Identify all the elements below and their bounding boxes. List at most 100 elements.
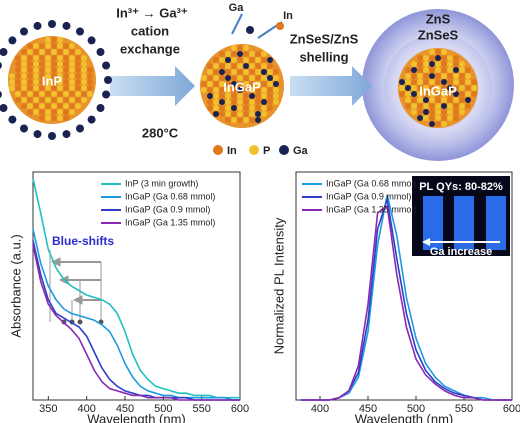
ligand <box>96 104 105 112</box>
atom <box>237 51 243 57</box>
plot-frame <box>295 171 513 401</box>
atom <box>207 75 213 81</box>
atom <box>267 105 273 111</box>
atom <box>57 91 63 97</box>
atom <box>57 97 63 103</box>
atom <box>75 49 81 55</box>
atom <box>57 73 63 79</box>
atom <box>231 93 237 99</box>
atom <box>255 93 261 99</box>
atom <box>45 97 51 103</box>
atom <box>423 79 429 85</box>
atom <box>225 111 231 117</box>
atom <box>411 85 417 91</box>
atom <box>225 117 231 123</box>
atom <box>471 79 477 85</box>
atom <box>27 67 33 73</box>
atom <box>39 79 45 85</box>
atom <box>243 93 249 99</box>
atom <box>453 103 459 109</box>
atom <box>39 103 45 109</box>
atom <box>213 93 219 99</box>
y-axis-label: Absorbance (a.u.) <box>8 234 23 337</box>
atom <box>243 69 249 75</box>
atom <box>219 81 225 87</box>
atom <box>429 79 435 85</box>
atom <box>441 61 447 67</box>
atom <box>417 85 423 91</box>
atom <box>405 103 411 109</box>
atom <box>435 109 441 115</box>
atom <box>39 97 45 103</box>
legend-label: InGaP (Ga 0.68 mmol) <box>125 191 215 201</box>
atom <box>231 87 237 93</box>
atom <box>411 73 417 79</box>
ligand <box>0 91 2 98</box>
label: Ga <box>229 2 245 14</box>
atom <box>51 43 57 49</box>
atom <box>405 85 411 91</box>
x-tick-label: 600 <box>231 403 249 415</box>
label: ZnS <box>426 11 451 26</box>
label: 280°C <box>142 125 179 140</box>
x-axis-label: Wavelength (nm) <box>87 411 186 423</box>
atom <box>57 37 63 43</box>
ligand <box>48 132 56 140</box>
atom <box>459 79 465 85</box>
atom <box>75 67 81 73</box>
atom <box>207 99 213 105</box>
atom <box>405 79 411 85</box>
atom <box>243 81 249 87</box>
x-tick-label: 350 <box>39 403 57 415</box>
legend-swatch <box>213 145 223 155</box>
atom <box>219 57 225 63</box>
atom <box>45 91 51 97</box>
atom <box>429 109 435 115</box>
ligand <box>87 115 96 124</box>
atom <box>21 85 27 91</box>
atom <box>453 115 459 121</box>
atom <box>453 55 459 61</box>
atom <box>75 61 81 67</box>
atom <box>33 73 39 79</box>
atom <box>417 67 423 73</box>
atom <box>429 91 435 97</box>
atom <box>219 99 225 105</box>
atom <box>441 121 447 127</box>
atom <box>45 79 51 85</box>
atom <box>435 103 441 109</box>
atom <box>453 61 459 67</box>
atom <box>249 63 255 69</box>
atom <box>249 117 255 123</box>
atom <box>33 97 39 103</box>
ligand <box>76 27 84 36</box>
atom <box>45 109 51 115</box>
inset-arrow-head <box>422 238 430 246</box>
atom <box>39 67 45 73</box>
atom <box>63 91 69 97</box>
legend-label: P <box>263 145 270 157</box>
atom <box>471 91 477 97</box>
atom <box>447 55 453 61</box>
legend-label: InP (3 min growth) <box>125 178 198 188</box>
ligand <box>20 27 28 36</box>
atom <box>39 73 45 79</box>
atom <box>219 87 225 93</box>
atom <box>417 103 423 109</box>
atom <box>435 49 441 55</box>
atom <box>63 73 69 79</box>
atom <box>87 67 93 73</box>
atom <box>231 99 237 105</box>
x-tick-label: 450 <box>359 403 377 415</box>
atom <box>417 115 423 121</box>
atom <box>435 79 441 85</box>
atom <box>459 73 465 79</box>
atom <box>69 79 75 85</box>
atom <box>261 87 267 93</box>
vial <box>454 196 474 250</box>
x-tick-label: 500 <box>407 403 425 415</box>
atom <box>231 117 237 123</box>
x-tick-label: 550 <box>455 403 473 415</box>
vial <box>486 196 506 250</box>
atom <box>447 91 453 97</box>
